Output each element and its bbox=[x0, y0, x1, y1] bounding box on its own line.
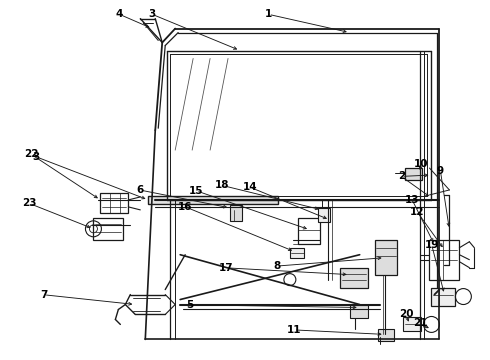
Bar bbox=[94, 218, 123, 240]
Text: 15: 15 bbox=[189, 186, 203, 196]
Text: 23: 23 bbox=[22, 198, 36, 208]
Bar bbox=[375, 240, 396, 275]
Bar bbox=[403, 318, 420, 332]
Text: 14: 14 bbox=[243, 182, 257, 192]
Bar bbox=[405, 168, 422, 180]
Bar bbox=[290, 248, 304, 258]
Bar bbox=[230, 205, 242, 221]
Bar bbox=[100, 193, 128, 213]
Text: 12: 12 bbox=[410, 207, 424, 217]
Text: 6: 6 bbox=[136, 185, 144, 195]
Text: 3: 3 bbox=[32, 152, 40, 162]
Text: 22: 22 bbox=[24, 149, 38, 159]
Text: 17: 17 bbox=[219, 263, 234, 273]
Text: 2: 2 bbox=[398, 171, 405, 181]
Text: 5: 5 bbox=[187, 300, 194, 310]
Text: 20: 20 bbox=[399, 310, 414, 319]
Text: 11: 11 bbox=[287, 325, 301, 335]
Text: 1: 1 bbox=[265, 9, 272, 19]
Bar bbox=[148, 196, 278, 204]
Bar bbox=[318, 208, 330, 222]
Bar bbox=[340, 268, 368, 288]
Text: 16: 16 bbox=[178, 202, 193, 212]
Bar bbox=[432, 288, 455, 306]
Bar bbox=[350, 305, 368, 319]
Text: 9: 9 bbox=[437, 166, 444, 176]
Bar bbox=[378, 329, 393, 341]
Text: 19: 19 bbox=[424, 239, 439, 249]
Text: 8: 8 bbox=[273, 261, 280, 271]
Text: 13: 13 bbox=[405, 195, 419, 205]
Text: 10: 10 bbox=[414, 159, 428, 169]
Text: 3: 3 bbox=[148, 9, 156, 19]
Text: 4: 4 bbox=[116, 9, 123, 19]
Text: 18: 18 bbox=[215, 180, 229, 190]
Bar bbox=[298, 218, 320, 244]
Bar bbox=[429, 240, 460, 280]
Text: 7: 7 bbox=[40, 290, 48, 300]
Text: 21: 21 bbox=[413, 319, 427, 328]
